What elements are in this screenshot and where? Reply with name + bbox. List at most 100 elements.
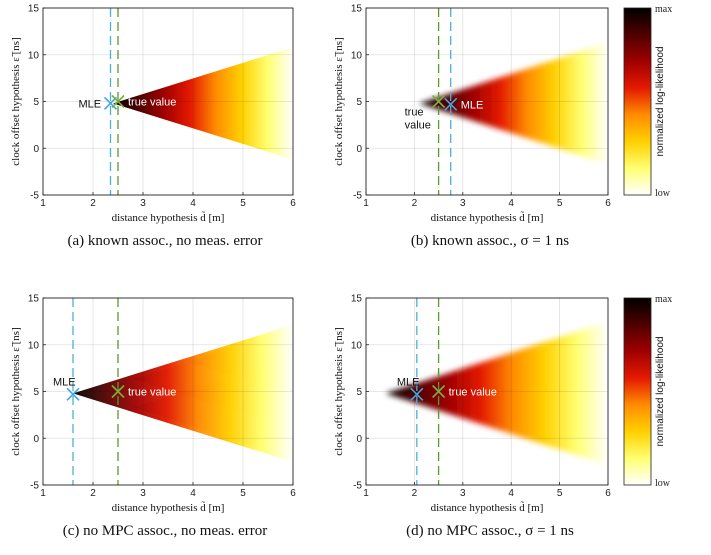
likelihood-cone [113, 47, 293, 160]
mle-marker-stroke [103, 96, 118, 110]
y-tick-label: 5 [356, 387, 362, 398]
x-tick-label: 3 [140, 488, 146, 499]
colorbar-min-label: low [655, 478, 671, 489]
y-tick-label: 10 [28, 50, 40, 61]
y-tick-label: -5 [30, 191, 39, 202]
mle-label: MLE [397, 376, 420, 388]
true-value-marker [111, 94, 125, 109]
x-tick-label: 6 [290, 198, 296, 209]
y-tick-label: -5 [30, 481, 39, 492]
x-tick-label: 1 [40, 488, 46, 499]
heatmap [385, 321, 608, 466]
mle-marker-stroke [444, 97, 458, 111]
true-value-marker [432, 384, 446, 399]
true-value-label: true value [405, 107, 431, 132]
panel-caption: (b) known assoc., σ = 1 ns [411, 233, 569, 249]
x-tick-label: 4 [508, 198, 514, 209]
y-axis-label: clock offset hypothesis ε̃ [ns] [10, 327, 22, 455]
y-axis-label: clock offset hypothesis ε̃ [ns] [333, 37, 345, 165]
mle-marker [410, 387, 424, 401]
x-axis-label: distance hypothesis d̃ [m] [112, 210, 225, 224]
panel-a: MLE true value 1 2 3 4 5 6 -5 0 5 10 15 distance hypo… [10, 4, 296, 250]
colorbar-max-label: max [655, 294, 672, 305]
x-axis-label: distance hypothesis d̃ [m] [431, 500, 544, 514]
y-tick-label: 10 [351, 50, 363, 61]
mle-marker-stroke [410, 387, 424, 401]
x-tick-label: 1 [40, 198, 46, 209]
panel-caption: (a) known assoc., no meas. error [68, 233, 263, 249]
panel-c: MLE true value 1 2 3 4 5 6 -5 0 5 10 15 distance hypo… [10, 294, 296, 540]
y-axis-label: clock offset hypothesis ε̃ [ns] [333, 327, 345, 455]
y-axis-label: clock offset hypothesis ε̃ [ns] [10, 37, 22, 165]
colorbar-gradient [623, 7, 652, 196]
y-tick-label: -5 [353, 191, 362, 202]
true-value-marker [432, 94, 446, 109]
x-tick-label: 5 [557, 488, 563, 499]
y-tick-label: 10 [351, 340, 363, 351]
colorbar-title: normalized log-likelihood [655, 46, 666, 156]
y-tick-label: 15 [28, 294, 40, 305]
likelihood-cone [73, 324, 293, 462]
y-tick-label: 0 [356, 144, 362, 155]
likelihood-cone [385, 321, 608, 466]
likelihood-cone [419, 42, 608, 165]
colorbar-min-label: low [655, 188, 671, 199]
true-value-marker-stroke [111, 384, 125, 399]
y-tick-label: 5 [33, 97, 39, 108]
heatmap [113, 47, 293, 160]
x-tick-label: 3 [140, 198, 146, 209]
y-tick-label: 15 [28, 4, 40, 15]
x-tick-label: 5 [557, 198, 563, 209]
y-tick-label: 0 [33, 434, 39, 445]
mle-marker-stroke [66, 387, 80, 401]
panel-d: MLE true value 1 2 3 4 5 6 -5 0 5 10 15 distance hypo… [333, 294, 672, 540]
x-tick-label: 4 [508, 488, 514, 499]
mle-marker [444, 97, 458, 111]
heatmap [73, 324, 293, 462]
x-tick-label: 5 [240, 488, 246, 499]
x-tick-label: 2 [90, 488, 96, 499]
x-tick-label: 2 [90, 198, 96, 209]
y-tick-label: 15 [351, 4, 363, 15]
true-value-label: true value [128, 387, 176, 399]
panel-b: true value MLE 1 2 3 4 5 6 -5 0 5 10 15 distance hypot… [333, 4, 672, 250]
true-value-marker-stroke [432, 384, 446, 399]
y-tick-label: 15 [351, 294, 363, 305]
true-value-label: true value [128, 97, 176, 109]
x-tick-label: 6 [605, 488, 611, 499]
x-tick-label: 5 [240, 198, 246, 209]
x-tick-label: 1 [363, 488, 369, 499]
mle-label: MLE [53, 376, 76, 388]
true-value-marker-stroke [111, 94, 125, 109]
x-tick-label: 4 [190, 488, 196, 499]
true-value-label: true value [449, 387, 497, 399]
heatmap [419, 42, 608, 165]
x-tick-label: 4 [190, 198, 196, 209]
x-tick-label: 2 [412, 488, 418, 499]
y-tick-label: -5 [353, 481, 362, 492]
colorbar: max low normalized log-likelihood [623, 294, 672, 489]
x-tick-label: 3 [460, 488, 466, 499]
x-tick-label: 3 [460, 198, 466, 209]
x-axis-label: distance hypothesis d̃ [m] [431, 210, 544, 224]
mle-label: MLE [461, 99, 484, 111]
panel-caption: (c) no MPC assoc., no meas. error [63, 523, 268, 539]
panel-caption: (d) no MPC assoc., σ = 1 ns [406, 523, 574, 539]
x-tick-label: 6 [605, 198, 611, 209]
true-value-marker-stroke [432, 94, 446, 109]
true-value-marker [111, 384, 125, 399]
x-tick-label: 2 [412, 198, 418, 209]
y-tick-label: 5 [356, 97, 362, 108]
x-tick-label: 1 [363, 198, 369, 209]
colorbar-max-label: max [655, 4, 672, 15]
colorbar-gradient [623, 297, 652, 486]
y-tick-label: 5 [33, 387, 39, 398]
mle-marker [103, 96, 118, 110]
y-tick-label: 10 [28, 340, 40, 351]
y-tick-label: 0 [356, 434, 362, 445]
x-axis-label: distance hypothesis d̃ [m] [112, 500, 225, 514]
colorbar-title: normalized log-likelihood [655, 336, 666, 446]
y-tick-label: 0 [33, 144, 39, 155]
mle-marker [66, 387, 80, 401]
